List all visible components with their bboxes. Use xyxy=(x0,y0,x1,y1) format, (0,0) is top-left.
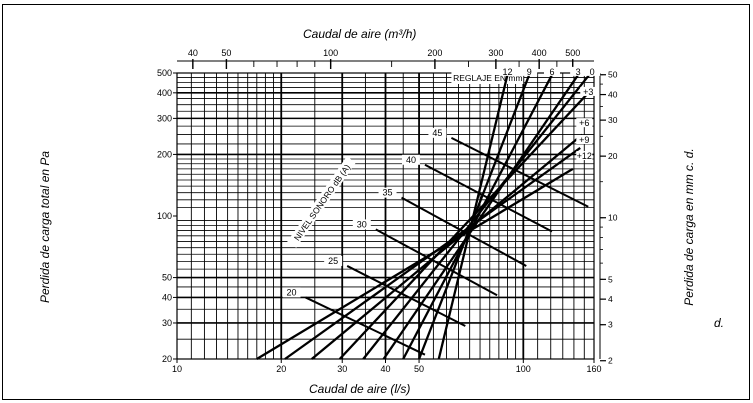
reglaje-label: +12 xyxy=(577,151,592,161)
y-tick-label: 100 xyxy=(157,211,172,221)
reglaje-label-bg xyxy=(584,66,601,76)
chart-title: Caudal de aire (m³/h) xyxy=(303,27,417,41)
series-line-6 xyxy=(402,74,553,360)
reglaje-label-bg xyxy=(499,66,516,76)
series-line-12 xyxy=(437,74,509,360)
sound-level-label-bg xyxy=(324,255,343,266)
reglaje-label: 0 xyxy=(590,67,595,77)
y-tick-label: 200 xyxy=(157,149,172,159)
y2-tick-label: 10 xyxy=(608,213,618,223)
sound-level-label: 40 xyxy=(406,155,416,165)
x2-tick-label: 40 xyxy=(188,48,198,58)
x-tick-label: 50 xyxy=(414,364,424,374)
x2-tick-label: 500 xyxy=(565,48,580,58)
reglaje-label-bg xyxy=(543,66,560,76)
reglaje-label-bg xyxy=(576,134,593,144)
nivel-sonoro-group: NIVEL SONORO dB (A) xyxy=(287,156,356,248)
sound-level-label-bg xyxy=(401,154,420,165)
sound-level-label-bg xyxy=(378,187,397,198)
y-tick-label: 50 xyxy=(162,273,172,283)
series-line-3 xyxy=(382,74,580,360)
x-tick-label: 160 xyxy=(586,364,601,374)
y2-tick-label: 50 xyxy=(608,70,618,80)
reglaje-label-bg xyxy=(580,86,597,96)
sound-level-label: 35 xyxy=(383,188,393,198)
x-tick-label: 20 xyxy=(276,364,286,374)
sound-level-line-35 xyxy=(401,196,527,267)
reglaje-label-bg xyxy=(570,66,587,76)
y2-tick-label: 3 xyxy=(608,320,613,330)
y2-tick-label: 2 xyxy=(608,356,613,366)
sound-level-label: 25 xyxy=(328,256,338,266)
y-tick-label: 30 xyxy=(162,318,172,328)
series-line-plus3 xyxy=(338,93,589,360)
x2-tick-label: 50 xyxy=(221,48,231,58)
reglaje-label: 6 xyxy=(549,67,554,77)
reglaje-label: +9 xyxy=(579,135,589,145)
x-tick-label: 100 xyxy=(516,364,531,374)
sound-level-line-45 xyxy=(450,136,589,208)
sound-level-label: 20 xyxy=(286,287,296,297)
reglaje-label-bg xyxy=(576,118,593,128)
series-line-plus12 xyxy=(256,167,574,360)
sound-level-label-bg xyxy=(428,127,447,138)
x2-tick-label: 100 xyxy=(323,48,338,58)
y-tick-label: 20 xyxy=(162,354,172,364)
sound-level-label: 45 xyxy=(432,128,442,138)
x2-tick-label: 200 xyxy=(427,48,442,58)
nivel-sonoro-bg xyxy=(287,156,356,248)
sound-level-line-40 xyxy=(424,163,553,233)
reglaje-label-bg xyxy=(576,151,593,161)
reglaje-label: 3 xyxy=(576,67,581,77)
y2-tick-label: 30 xyxy=(608,115,618,125)
y2-tick-label: 20 xyxy=(608,151,618,161)
reglaje-title: REGLAJE EN mm xyxy=(453,73,522,83)
x-axis-label: Caudal de aire (l/s) xyxy=(309,382,411,396)
series-line-plus9 xyxy=(284,147,581,360)
y2-tick-label: 4 xyxy=(608,294,613,304)
x-tick-label: 40 xyxy=(380,364,390,374)
reglaje-label: +3 xyxy=(583,87,593,97)
sound-level-label-bg xyxy=(282,287,301,298)
series-line-0 xyxy=(362,74,591,360)
y2-axis-label-wrap: d. xyxy=(714,316,725,330)
y2-tick-label: 5 xyxy=(608,274,613,284)
sound-level-label: 30 xyxy=(357,219,367,229)
chart-frame: Caudal de aire (m³/h) Caudal de aire (l/… xyxy=(2,4,750,400)
sound-level-line-30 xyxy=(375,228,498,297)
reglaje-label: 9 xyxy=(527,67,532,77)
sound-level-label-bg xyxy=(352,219,371,230)
reglaje-label: 12 xyxy=(502,67,512,77)
x-tick-label: 10 xyxy=(172,364,182,374)
reglaje-label: +6 xyxy=(579,118,589,128)
y-tick-label: 300 xyxy=(157,113,172,123)
x2-tick-label: 300 xyxy=(488,48,503,58)
x-tick-label: 30 xyxy=(337,364,347,374)
y-tick-label: 500 xyxy=(157,68,172,78)
y2-tick-label: 40 xyxy=(608,90,618,100)
sound-level-line-20 xyxy=(305,296,426,356)
sound-level-line-25 xyxy=(346,265,466,327)
y-tick-label: 400 xyxy=(157,88,172,98)
reglaje-label-bg xyxy=(521,66,538,76)
x2-tick-label: 400 xyxy=(532,48,547,58)
y-tick-label: 40 xyxy=(162,292,172,302)
